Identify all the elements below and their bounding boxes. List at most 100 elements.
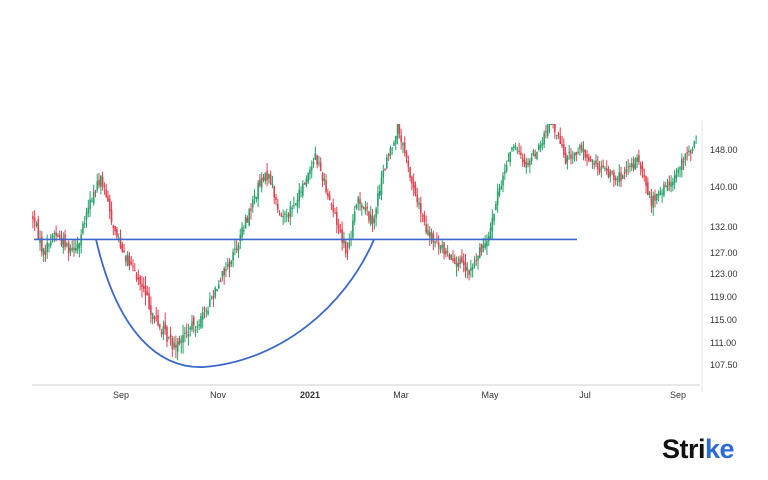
candle-down [335, 211, 338, 225]
candle-up [609, 171, 612, 177]
candle-up [305, 178, 308, 186]
candle-up [198, 324, 200, 327]
candle-down [605, 168, 608, 171]
candle-up [353, 211, 356, 222]
candle-up [491, 217, 494, 231]
candle-up [495, 203, 497, 211]
candle-up [675, 173, 678, 178]
candle-down [41, 236, 43, 252]
candle-up [625, 168, 628, 173]
y-tick-label: 111.00 [710, 338, 736, 348]
candle-down [278, 213, 281, 215]
candle-up [241, 227, 243, 238]
candle-up [688, 150, 690, 152]
candle-up [455, 263, 458, 268]
candle-up [541, 142, 544, 146]
candle-up [500, 185, 503, 190]
candle-down [689, 151, 692, 154]
candle-down [98, 179, 100, 186]
candle-down [448, 254, 451, 259]
candle-down [638, 155, 640, 163]
candle-up [182, 334, 184, 343]
candle-up [655, 193, 658, 201]
candle-up [509, 152, 511, 163]
candle-down [121, 244, 124, 252]
candle-up [296, 199, 299, 208]
candle-up [555, 135, 558, 137]
y-tick-label: 132.00 [710, 222, 738, 232]
candle-down [153, 317, 156, 320]
candle-up [207, 310, 209, 315]
candle-up [289, 206, 292, 218]
candle-down [613, 172, 615, 180]
candle-up [459, 258, 461, 265]
candle-up [673, 175, 676, 184]
candle-up [343, 240, 345, 244]
candle-down [116, 228, 118, 237]
candle-down [141, 283, 143, 288]
candle-down [559, 135, 562, 145]
candle-down [103, 185, 106, 187]
candle-down [359, 199, 361, 205]
candle-up [187, 334, 190, 337]
candle-up [230, 261, 233, 264]
candle-up [504, 171, 506, 174]
candle-up [176, 341, 179, 352]
candle-down [584, 149, 587, 158]
candle-down [387, 154, 390, 156]
candle-up [201, 311, 204, 320]
x-tick-label: Sep [670, 390, 686, 400]
candle-up [591, 159, 594, 163]
candle-up [214, 287, 217, 297]
candle-up [630, 162, 633, 168]
candle-down [250, 208, 252, 211]
candle-down [371, 216, 374, 224]
candle-up [48, 244, 50, 247]
candle-up [477, 255, 479, 261]
x-tick-label: May [481, 390, 499, 400]
candle-up [489, 227, 492, 239]
candle-up [194, 329, 197, 331]
candle-up [318, 162, 320, 164]
candle-down [73, 247, 75, 251]
candle-up [695, 137, 697, 139]
candle-up [622, 175, 624, 179]
candle-up [268, 174, 270, 179]
brand-logo: Strike [662, 434, 735, 465]
candle-up [505, 164, 508, 172]
candle-up [66, 243, 68, 246]
candle-down [33, 217, 36, 223]
candle-up [260, 178, 263, 188]
candle-up [298, 189, 301, 202]
candle-down [596, 163, 599, 170]
candle-down [409, 167, 411, 178]
candle-up [196, 326, 199, 328]
candle-down [110, 209, 113, 223]
candle-up [539, 144, 542, 149]
candle-up [162, 326, 165, 334]
candle-down [155, 316, 158, 318]
candle-down [623, 171, 626, 174]
candle-down [157, 314, 159, 326]
candle-up [546, 124, 549, 136]
candle-up [173, 342, 175, 348]
candle-down [366, 206, 368, 209]
candle-up [309, 169, 311, 175]
candle-up [514, 146, 517, 149]
candle-down [273, 186, 276, 198]
candle-up [679, 167, 681, 170]
candle-down [125, 256, 127, 262]
candle-up [264, 172, 267, 181]
candle-up [418, 202, 420, 205]
candle-up [361, 205, 363, 208]
candle-down [144, 285, 147, 296]
candle-up [498, 188, 501, 196]
candle-up [618, 172, 621, 182]
candle-up [226, 264, 229, 267]
candle-up [307, 173, 309, 182]
x-tick-label: Jul [579, 390, 591, 400]
candle-down [275, 196, 277, 201]
candle-up [396, 124, 399, 139]
candle-down [552, 124, 554, 125]
candle-up [573, 152, 576, 156]
